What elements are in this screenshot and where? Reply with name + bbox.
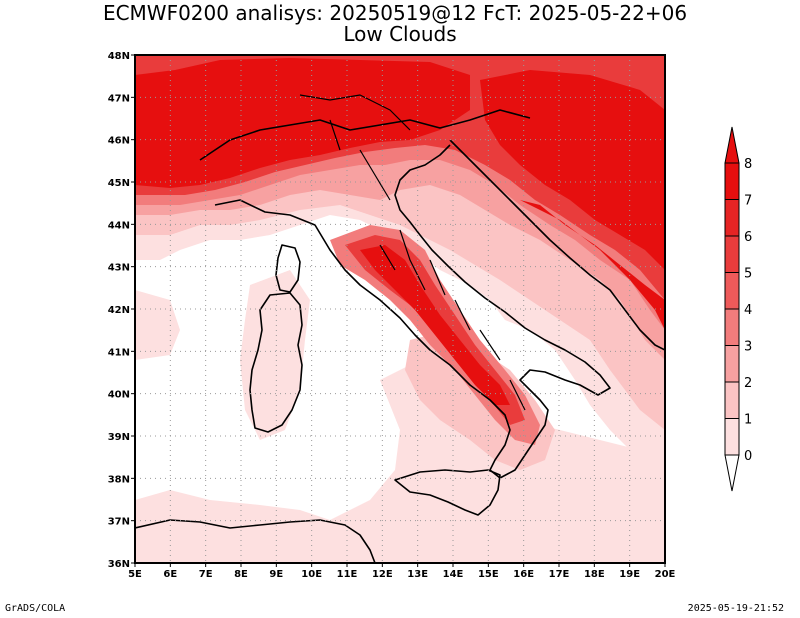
colorbar-label: 1 [744, 413, 752, 428]
y-tick-label: 46N [108, 136, 130, 147]
corsica-coastline [275, 244, 301, 293]
map-plot-area [135, 55, 665, 563]
x-tick-label: 11E [337, 569, 358, 580]
x-tick-label: 9E [269, 569, 283, 580]
y-tick-label: 48N [108, 51, 130, 62]
colorbar-label: 2 [744, 376, 752, 391]
coastlines-and-borders [135, 94, 665, 563]
alps-border [199, 109, 531, 161]
chart-title: ECMWF0200 analisys: 20250519@12 FcT: 202… [103, 1, 687, 25]
x-tick-label: 8E [234, 569, 248, 580]
x-tick-label: 12E [372, 569, 393, 580]
x-tick-label: 13E [407, 569, 428, 580]
y-tick-label: 43N [108, 263, 130, 274]
colorbar-segment [724, 162, 740, 200]
colorbar-label: 8 [744, 157, 752, 172]
italy-peninsula-coastline [214, 144, 611, 479]
x-tick-label: 15E [478, 569, 499, 580]
colorbar-segment [724, 235, 740, 273]
x-tick-label: 14E [443, 569, 464, 580]
y-tick-label: 39N [108, 432, 130, 443]
y-tick-label: 38N [108, 474, 130, 485]
latitude-axis: 36N 37N 38N 39N 40N 41N 42N 43N 44N 45N 46N 47N 48N [108, 51, 135, 570]
x-tick-label: 20E [655, 569, 676, 580]
colorbar-segment [724, 272, 740, 310]
colorbar-segment [724, 308, 740, 346]
y-tick-label: 37N [108, 517, 130, 528]
y-tick-label: 40N [108, 390, 130, 401]
x-tick-label: 17E [549, 569, 570, 580]
sardinia-coastline [249, 292, 303, 433]
chart-subtitle: Low Clouds [343, 22, 456, 46]
balkans-coastline [449, 139, 665, 351]
cloud-field-level-1-south [135, 360, 665, 563]
x-tick-label: 16E [513, 569, 534, 580]
colorbar-segment [724, 418, 740, 456]
y-tick-label: 42N [108, 305, 130, 316]
x-tick-label: 7E [199, 569, 213, 580]
colorbar-max-arrow [724, 126, 740, 164]
africa-coastline [135, 519, 376, 563]
cloud-field-sardinia [240, 270, 310, 440]
colorbar-label: 3 [744, 340, 752, 355]
colorbar-label: 7 [744, 194, 752, 209]
y-tick-label: 41N [108, 347, 130, 358]
colorbar: 0 1 2 3 4 5 6 7 8 [724, 126, 752, 492]
graticule [135, 55, 665, 563]
cloud-field-level-8-apennines [360, 245, 510, 405]
footer-timestamp: 2025-05-19-21:52 [687, 603, 784, 614]
colorbar-segment [724, 381, 740, 419]
footer-credit: GrADS/COLA [5, 603, 66, 614]
colorbar-label: 5 [744, 267, 752, 282]
sicily-coastline [394, 469, 501, 516]
regional-borders [299, 94, 526, 411]
colorbar-min-arrow [724, 454, 740, 492]
y-tick-label: 44N [108, 220, 130, 231]
x-tick-label: 18E [584, 569, 605, 580]
cloud-field-level-8-balkans [480, 70, 665, 270]
colorbar-segment [724, 199, 740, 237]
y-tick-label: 45N [108, 178, 130, 189]
y-tick-label: 36N [108, 559, 130, 570]
x-tick-label: 6E [163, 569, 177, 580]
cloud-field-level-1-west [135, 290, 180, 360]
longitude-axis: 5E 6E 7E 8E 9E 10E 11E 12E 13E 14E 15E 16E 17E 18E 19E… [128, 563, 676, 580]
colorbar-segment [724, 345, 740, 383]
colorbar-label: 4 [744, 303, 752, 318]
x-tick-label: 10E [301, 569, 322, 580]
y-tick-label: 47N [108, 93, 130, 104]
x-tick-label: 5E [128, 569, 142, 580]
colorbar-label: 0 [744, 449, 752, 464]
x-tick-label: 19E [619, 569, 640, 580]
colorbar-label: 6 [744, 230, 752, 245]
